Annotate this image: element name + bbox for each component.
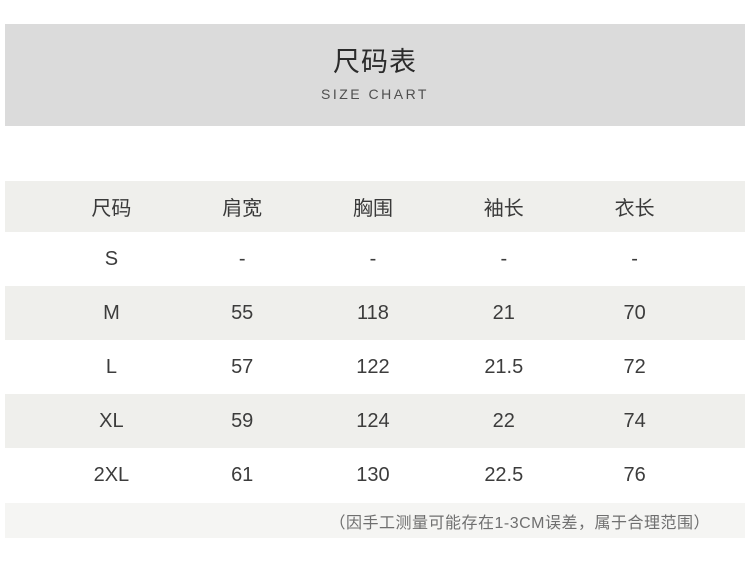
column-header-length: 衣长 <box>614 198 655 220</box>
measurement-note: （因手工测量可能存在1-3CM误差，属于合理范围） <box>329 514 710 532</box>
table-cell: 124 <box>356 409 390 432</box>
table-cell: 21.5 <box>484 355 524 378</box>
table-cell: 72 <box>623 355 646 378</box>
table-cell: L <box>105 355 117 378</box>
table-row-2xl: 2XL 61 130 22.5 76 <box>5 448 745 502</box>
table-cell: - <box>369 247 377 270</box>
table-row-s: S - - - - <box>5 232 745 286</box>
table-cell: 22 <box>492 409 515 432</box>
table-cell: 59 <box>231 409 254 432</box>
table-cell: 21 <box>492 301 515 324</box>
table-cell: 118 <box>357 301 389 324</box>
column-header-chest: 胸围 <box>352 198 393 220</box>
table-cell: - <box>500 247 508 270</box>
table-cell: 122 <box>356 355 390 378</box>
table-cell: 70 <box>623 301 646 324</box>
table-cell: XL <box>99 409 124 432</box>
column-header-sleeve: 袖长 <box>483 198 524 220</box>
table-header-row: 尺码 肩宽 胸围 袖长 衣长 <box>5 181 745 232</box>
size-table: 尺码 肩宽 胸围 袖长 衣长 S - - - - M 55 118 21 70 … <box>5 181 745 502</box>
table-cell: 22.5 <box>484 463 524 486</box>
table-cell: 2XL <box>93 463 130 486</box>
table-row-m: M 55 118 21 70 <box>5 286 745 340</box>
page-subtitle: SIZE CHART <box>321 85 429 102</box>
table-cell: M <box>103 301 120 324</box>
page-title: 尺码表 <box>333 47 417 78</box>
table-cell: 55 <box>231 301 254 324</box>
table-cell: - <box>238 247 246 270</box>
measurement-note-bar: （因手工测量可能存在1-3CM误差，属于合理范围） <box>5 503 745 538</box>
title-bar: 尺码表 SIZE CHART <box>5 24 745 126</box>
table-cell: 130 <box>356 463 390 486</box>
table-cell: 74 <box>623 409 646 432</box>
table-cell: 61 <box>231 463 254 486</box>
column-header-size: 尺码 <box>91 198 132 220</box>
table-row-xl: XL 59 124 22 74 <box>5 394 745 448</box>
table-cell: - <box>631 247 638 270</box>
table-row-l: L 57 122 21.5 72 <box>5 340 745 394</box>
table-cell: S <box>104 247 119 270</box>
table-cell: 57 <box>231 355 254 378</box>
table-cell: 76 <box>623 463 646 486</box>
column-header-shoulder: 肩宽 <box>222 198 263 220</box>
